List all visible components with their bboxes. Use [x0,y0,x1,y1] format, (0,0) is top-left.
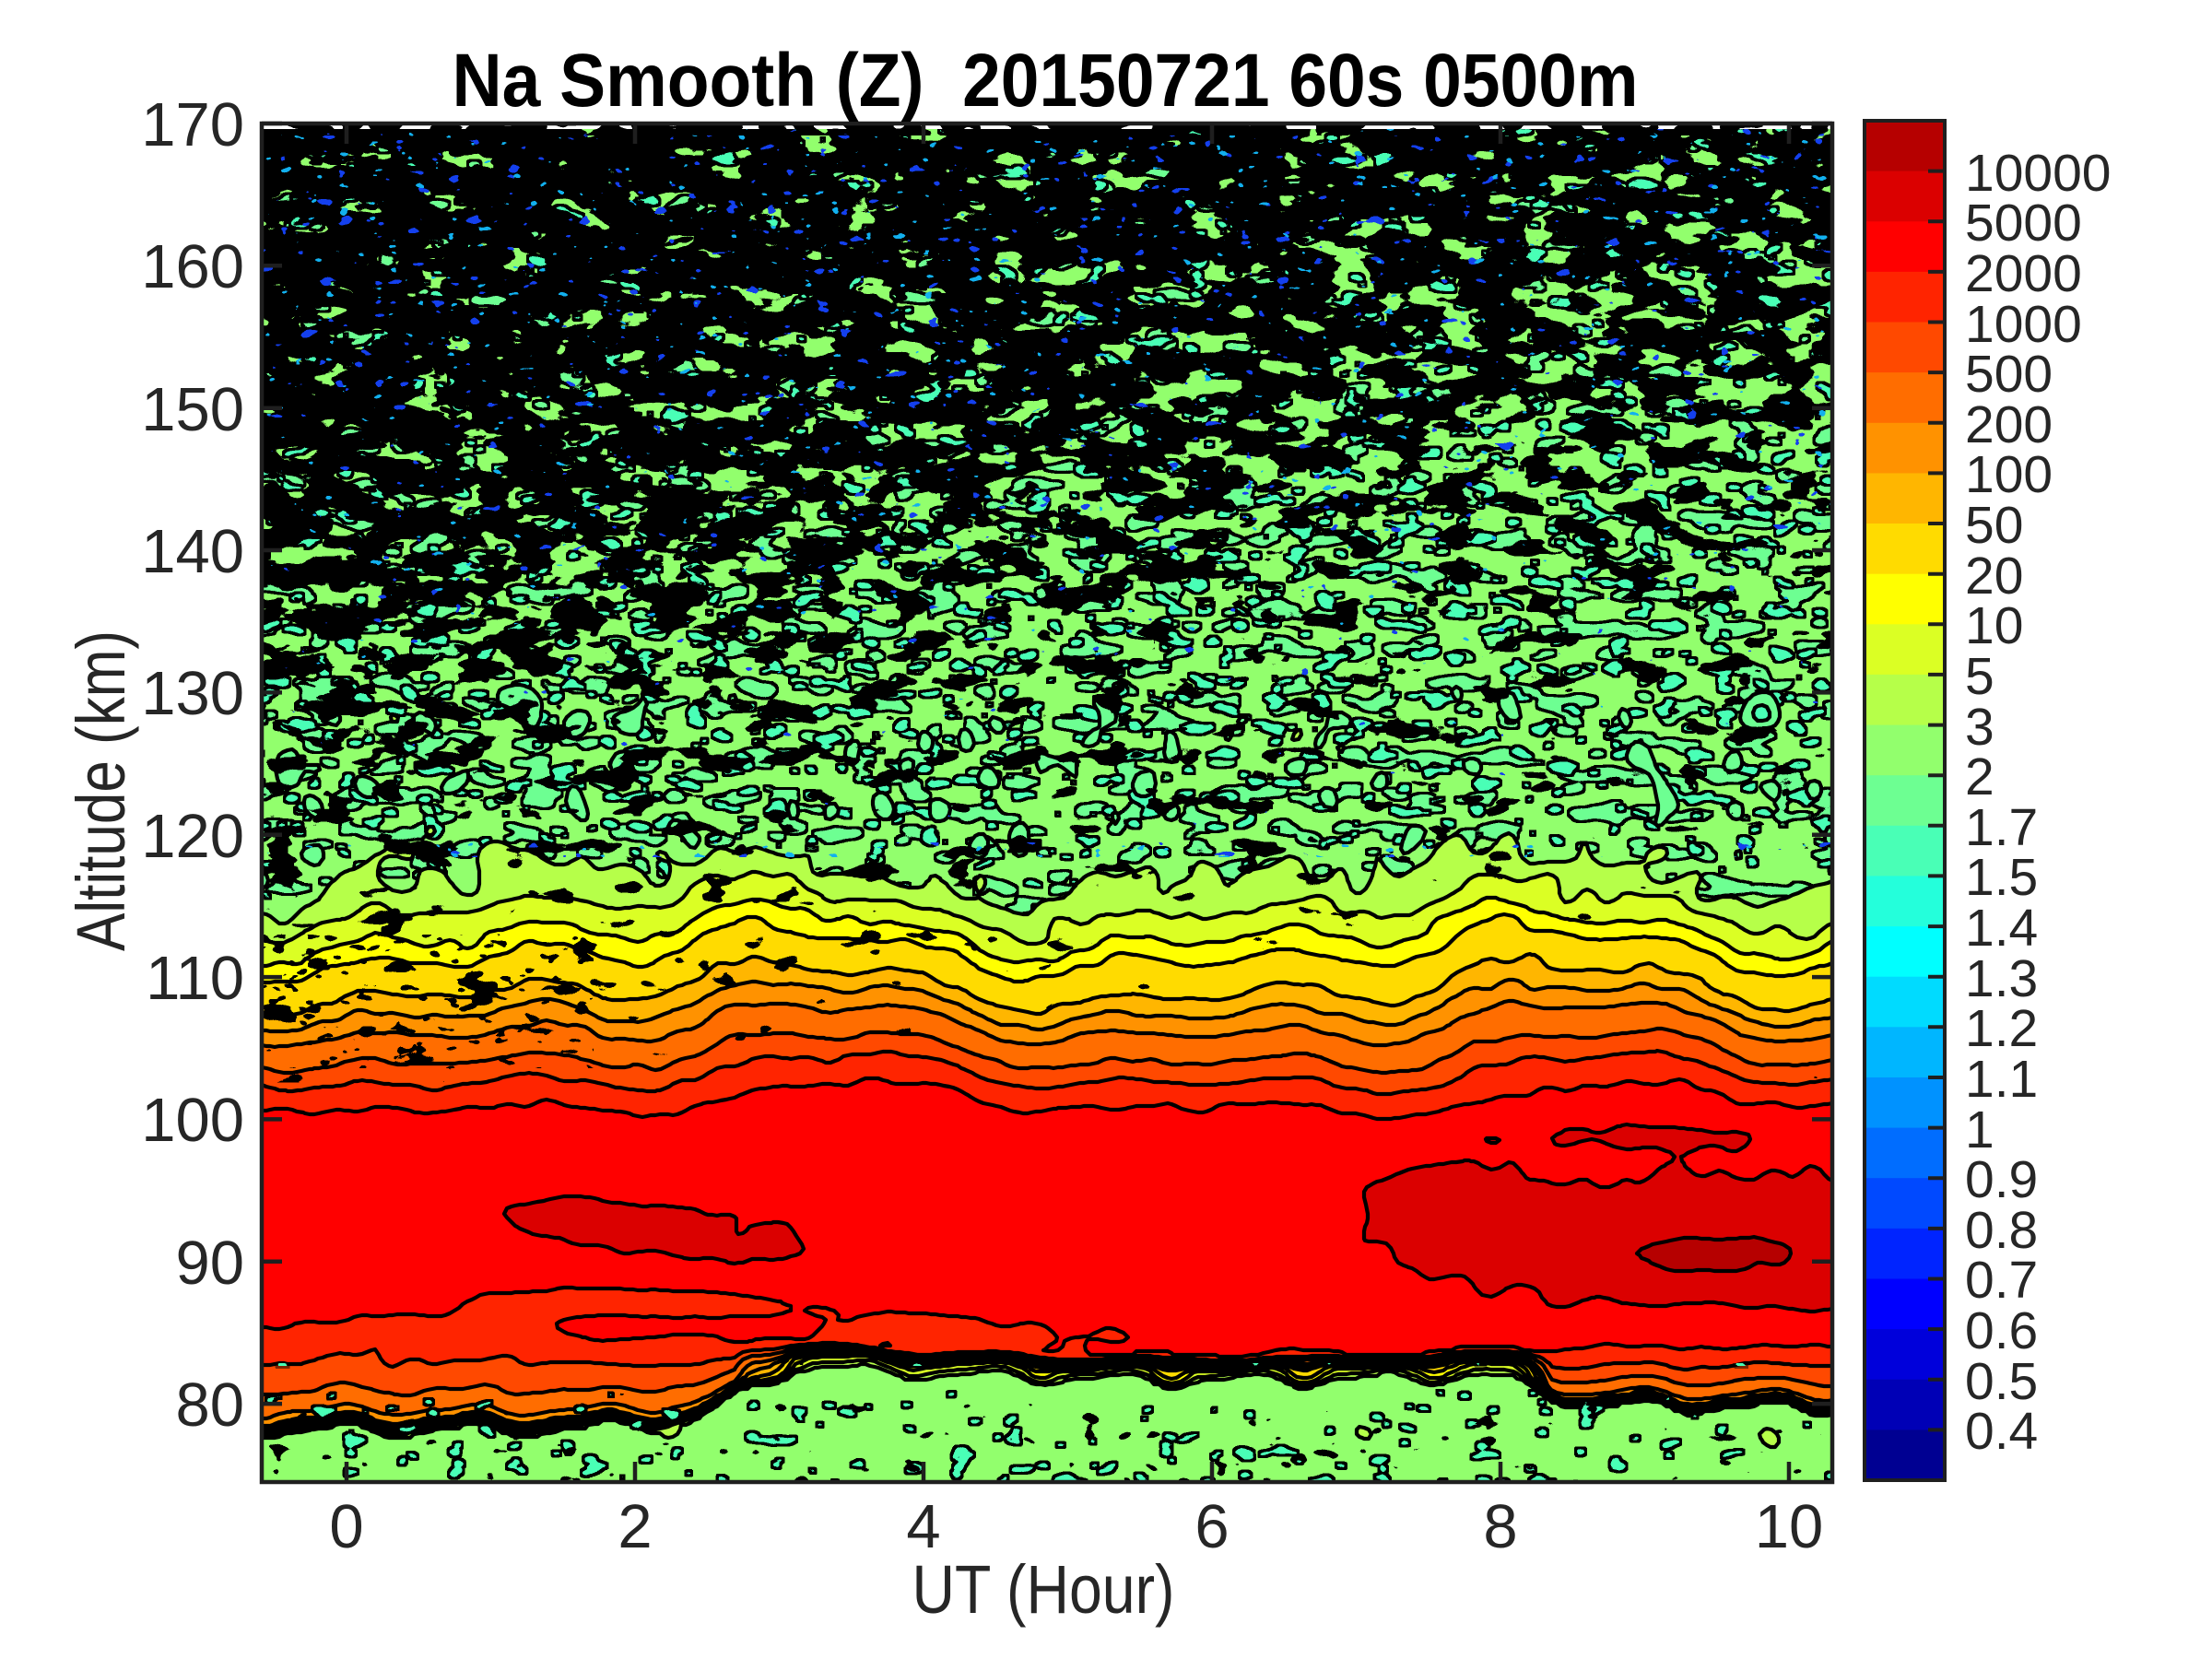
svg-text:200: 200 [1965,395,2053,454]
svg-text:6: 6 [1194,1492,1229,1561]
svg-text:1.7: 1.7 [1965,798,2038,857]
svg-text:1.1: 1.1 [1965,1050,2038,1109]
svg-text:130: 130 [141,659,244,728]
svg-text:0.5: 0.5 [1965,1352,2038,1411]
svg-text:50: 50 [1965,496,2023,555]
svg-text:2: 2 [1965,747,1994,806]
svg-text:8: 8 [1483,1492,1517,1561]
svg-text:1.2: 1.2 [1965,999,2038,1058]
svg-text:0.7: 0.7 [1965,1251,2038,1310]
svg-text:0.9: 0.9 [1965,1150,2038,1209]
svg-text:90: 90 [175,1229,244,1298]
svg-text:1: 1 [1965,1100,1994,1159]
svg-text:140: 140 [141,517,244,586]
svg-text:110: 110 [146,944,244,1013]
svg-text:20: 20 [1965,547,2023,606]
svg-text:Na Smooth (Z) 20150721 60s 05: Na Smooth (Z) 20150721 60s 0500m [453,39,1639,123]
svg-text:120: 120 [141,802,244,871]
svg-text:UT (Hour): UT (Hour) [912,1551,1175,1628]
svg-text:10: 10 [1965,596,2023,655]
svg-text:2000: 2000 [1965,244,2082,303]
svg-text:1.4: 1.4 [1965,899,2038,958]
svg-text:5: 5 [1965,647,1994,706]
svg-text:160: 160 [141,232,244,301]
svg-text:100: 100 [141,1086,244,1155]
svg-text:2: 2 [618,1492,652,1561]
svg-text:500: 500 [1965,345,2053,404]
svg-text:100: 100 [1965,445,2053,504]
svg-text:0.8: 0.8 [1965,1201,2038,1260]
svg-text:0.6: 0.6 [1965,1301,2038,1360]
svg-text:1.3: 1.3 [1965,949,2038,1008]
svg-text:170: 170 [141,90,244,159]
svg-text:3: 3 [1965,698,1994,757]
svg-text:4: 4 [906,1492,940,1561]
svg-text:0: 0 [329,1492,363,1561]
svg-text:Altitude (km): Altitude (km) [63,630,139,951]
svg-text:1.5: 1.5 [1965,848,2038,907]
svg-text:5000: 5000 [1965,194,2082,253]
svg-text:10000: 10000 [1965,144,2112,203]
svg-text:10: 10 [1755,1492,1824,1561]
svg-text:1000: 1000 [1965,295,2082,354]
svg-text:150: 150 [141,375,244,444]
svg-text:0.4: 0.4 [1965,1402,2038,1461]
svg-text:80: 80 [175,1371,244,1440]
